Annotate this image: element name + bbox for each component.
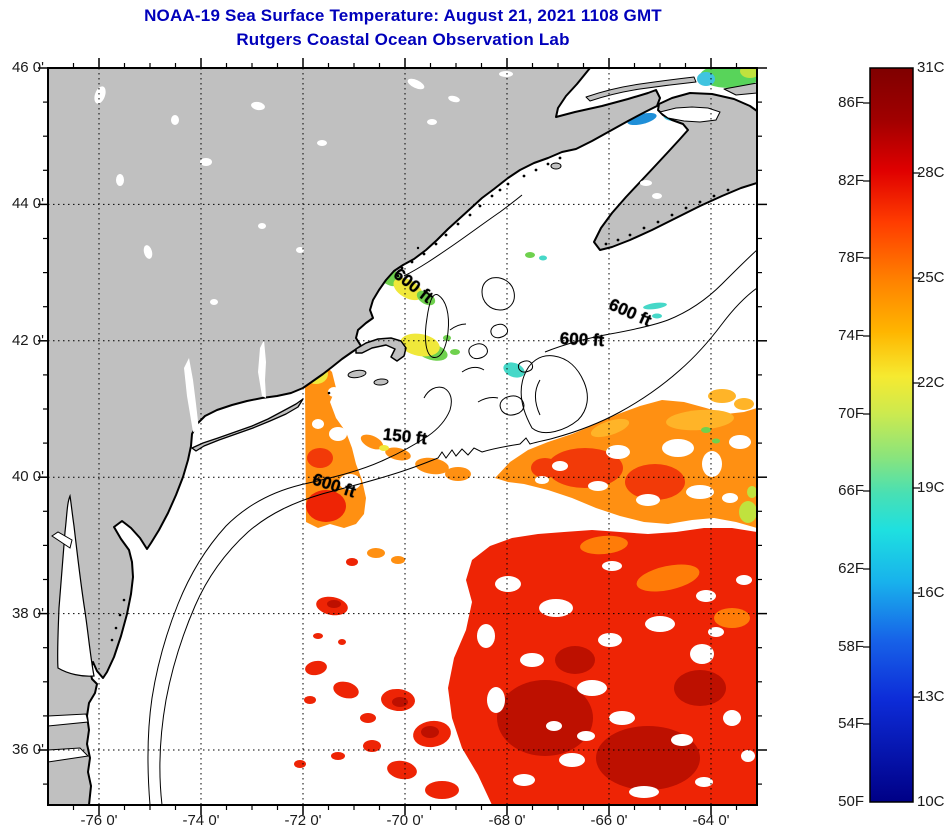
colorbar-f-label: 70F — [838, 405, 864, 422]
colorbar-ticks — [863, 102, 920, 725]
colorbar-f-label: 82F — [838, 172, 864, 189]
prince-edward-island — [585, 76, 697, 102]
x-axis-label: -72 0' — [284, 812, 322, 829]
potomac-river — [51, 531, 73, 549]
colorbar-f-label: 66F — [838, 482, 864, 499]
depth-label: 600 ft — [559, 328, 605, 351]
colorbar-c-label: 22C — [917, 374, 945, 391]
graticule — [48, 68, 757, 805]
y-axis-label: 40 0' — [11, 468, 44, 486]
land-layer — [48, 68, 757, 805]
nova-scotia — [593, 92, 757, 251]
nantucket — [373, 378, 389, 386]
x-axis-label: -64 0' — [692, 812, 730, 829]
contour-600ft-scotian — [544, 249, 757, 353]
colorbar-c-label: 19C — [917, 479, 945, 496]
page-subtitle: Rutgers Coastal Ocean Observation Lab — [236, 30, 570, 49]
colorbar-c-label: 28C — [917, 164, 945, 181]
x-axis-label: -76 0' — [80, 812, 118, 829]
axis-ticks — [38, 58, 767, 815]
colorbar-f-label: 86F — [838, 94, 864, 111]
contour-150ft — [147, 386, 452, 805]
y-axis-label: 44 0' — [11, 195, 44, 213]
colorbar-f-label: 54F — [838, 715, 864, 732]
map-border — [47, 67, 758, 806]
y-axis-label: 46 0' — [11, 59, 44, 76]
colorbar — [863, 67, 920, 803]
colorbar-f-label: 62F — [838, 560, 864, 577]
colorbar-c-label: 10C — [917, 793, 945, 810]
pamlico-sound — [48, 747, 90, 763]
coastal-islands — [110, 156, 730, 642]
bathymetry-contours — [147, 194, 757, 805]
grand-manan — [550, 162, 562, 170]
page-title: NOAA-19 Sea Surface Temperature: August … — [144, 6, 662, 25]
colorbar-c-label: 31C — [917, 59, 945, 76]
x-axis-label: -66 0' — [590, 812, 628, 829]
y-axis-label: 42 0' — [11, 331, 44, 349]
contour-wilkinson-basin — [424, 294, 449, 359]
cape-cod — [355, 337, 407, 362]
x-axis-label: -74 0' — [182, 812, 220, 829]
marthas-vineyard — [347, 369, 367, 379]
minas-basin — [658, 106, 721, 123]
x-axis-label: -70 0' — [386, 812, 424, 829]
inland-water-and-clouds — [48, 71, 721, 763]
contour-600ft-shelf — [159, 287, 757, 805]
colorbar-f-label: 58F — [838, 638, 864, 655]
colorbar-c-label: 16C — [917, 584, 945, 601]
cape-breton-sliver — [723, 82, 757, 96]
colorbar-c-label: 25C — [917, 269, 945, 286]
colorbar-f-label: 74F — [838, 327, 864, 344]
y-axis-label: 36 0' — [11, 741, 44, 758]
contour-georges-basin — [520, 355, 588, 433]
colorbar-c-label: 13C — [917, 688, 945, 705]
connecticut-river — [258, 340, 266, 398]
contour-jordan-basin — [481, 277, 515, 311]
albemarle-sound — [48, 713, 89, 727]
colorbar-f-label: 50F — [838, 793, 864, 810]
colorbar-f-label: 78F — [838, 249, 864, 266]
colorbar-gradient — [869, 67, 914, 803]
long-island — [191, 398, 304, 452]
contour-maine-nearshore — [403, 194, 523, 277]
x-axis-label: -68 0' — [488, 812, 526, 829]
y-axis-label: 38 0' — [11, 604, 44, 622]
hudson-river — [184, 358, 199, 432]
